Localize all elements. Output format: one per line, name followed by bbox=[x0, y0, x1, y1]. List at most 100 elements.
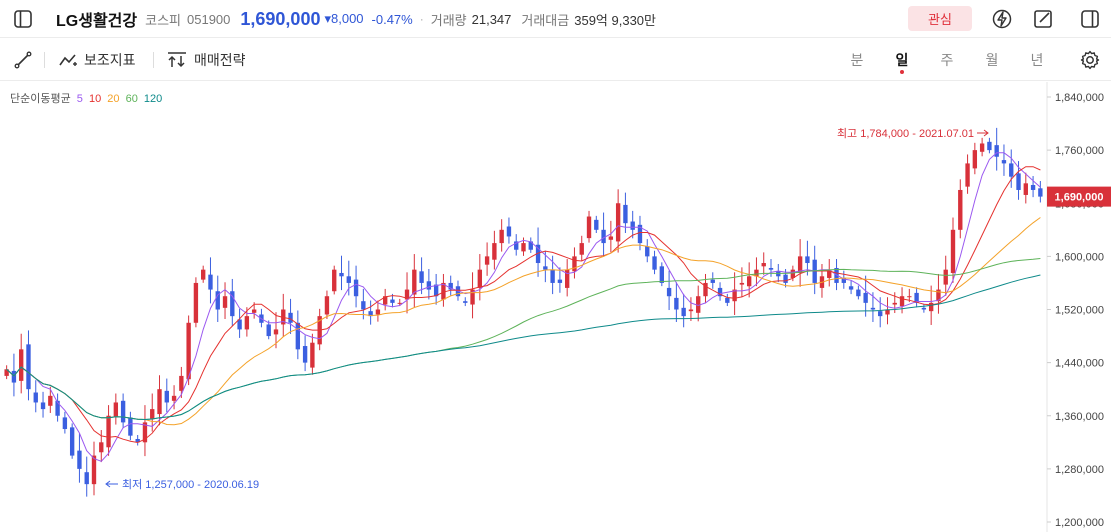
candle-body bbox=[1038, 188, 1043, 197]
candle bbox=[746, 262, 752, 298]
candle-body bbox=[528, 241, 533, 250]
candle-body bbox=[608, 236, 614, 240]
candle-body bbox=[601, 229, 606, 244]
stock-name: LG생활건강 bbox=[56, 13, 138, 30]
candle bbox=[652, 250, 657, 275]
price-chart[interactable]: 1,840,0001,760,0001,680,0001,600,0001,52… bbox=[0, 82, 1111, 532]
candle-body bbox=[979, 143, 985, 152]
candle-body bbox=[965, 163, 970, 187]
candle-body bbox=[484, 256, 490, 265]
candle bbox=[710, 272, 715, 289]
candle-body bbox=[99, 442, 104, 453]
ma-5-label[interactable]: 5 bbox=[76, 93, 83, 105]
trading-amount-label: 거래대금 bbox=[521, 12, 570, 28]
candle bbox=[91, 441, 97, 496]
candle bbox=[630, 210, 635, 239]
candle-body bbox=[324, 296, 330, 315]
candle bbox=[856, 285, 861, 300]
candle-body bbox=[681, 307, 686, 317]
candle-body bbox=[164, 390, 169, 403]
moving-average-layer bbox=[6, 152, 1041, 462]
candle-body bbox=[827, 269, 832, 278]
candle-body bbox=[557, 279, 563, 283]
candle bbox=[848, 280, 854, 295]
candle-body bbox=[710, 279, 715, 283]
strategy-button[interactable]: 매매전략 bbox=[166, 39, 246, 81]
candle bbox=[266, 320, 271, 340]
candle bbox=[106, 405, 111, 456]
candle-body bbox=[492, 243, 497, 260]
candle bbox=[528, 237, 533, 253]
period-month[interactable]: 월 bbox=[985, 52, 999, 68]
candle-body bbox=[950, 229, 956, 273]
lightning-icon[interactable] bbox=[990, 7, 1014, 31]
low-annotation: 최저 1,257,000 - 2020.06.19 bbox=[105, 478, 259, 491]
current-price-box bbox=[1047, 186, 1111, 207]
candle-body bbox=[841, 277, 846, 283]
sidebar-toggle-icon[interactable] bbox=[11, 7, 35, 31]
candle-body bbox=[703, 282, 708, 297]
candle bbox=[120, 393, 126, 429]
period-day[interactable]: 일 bbox=[887, 39, 917, 81]
candle bbox=[273, 312, 279, 349]
settings-gear-icon[interactable] bbox=[1078, 48, 1102, 72]
y-tick-label: 1,520,000 bbox=[1055, 305, 1104, 317]
candle bbox=[761, 252, 766, 275]
candle-body bbox=[564, 269, 570, 288]
candle-body bbox=[907, 296, 912, 298]
edit-icon[interactable] bbox=[1031, 7, 1055, 31]
ma-60-label[interactable]: 60 bbox=[125, 93, 138, 105]
ma-10-label[interactable]: 10 bbox=[88, 93, 102, 105]
candle bbox=[19, 333, 24, 394]
candle-body bbox=[943, 269, 948, 285]
candle-body bbox=[106, 415, 111, 448]
candle bbox=[623, 192, 628, 233]
candle bbox=[390, 293, 395, 308]
current-price-marker: 1,690,000 bbox=[1047, 186, 1111, 207]
candle-body bbox=[295, 322, 301, 350]
candle bbox=[936, 273, 941, 314]
candle bbox=[128, 411, 133, 441]
y-tick-label: 1,760,000 bbox=[1055, 145, 1104, 157]
period-minute[interactable]: 분 bbox=[850, 52, 864, 68]
market-label: 코스피 bbox=[145, 12, 181, 28]
candle bbox=[186, 315, 191, 386]
candle bbox=[863, 275, 868, 317]
candle-body bbox=[397, 302, 402, 304]
candle-body bbox=[179, 375, 184, 391]
candle bbox=[368, 300, 373, 325]
candle bbox=[4, 365, 9, 380]
candle-body bbox=[353, 279, 359, 297]
candle bbox=[1023, 172, 1028, 204]
candle-body bbox=[797, 256, 803, 273]
ma-20-label[interactable]: 20 bbox=[107, 93, 120, 105]
panel-toggle-icon[interactable] bbox=[1078, 7, 1102, 31]
favorite-button[interactable]: 관심 bbox=[908, 6, 972, 31]
indicator-button[interactable]: 보조지표 bbox=[58, 39, 136, 81]
candle bbox=[499, 219, 504, 252]
period-week[interactable]: 주 bbox=[940, 52, 954, 68]
candle bbox=[579, 235, 584, 261]
candle bbox=[1009, 149, 1014, 188]
candle bbox=[586, 210, 592, 243]
candle-body bbox=[19, 349, 24, 381]
candle-body bbox=[652, 256, 657, 270]
candle-body bbox=[1023, 183, 1028, 195]
candle bbox=[754, 257, 759, 287]
candle-body bbox=[171, 395, 177, 401]
ma-legend-title: 단순이동평균 bbox=[10, 93, 71, 105]
candle-body bbox=[645, 246, 650, 257]
candle bbox=[383, 288, 388, 311]
candle bbox=[725, 293, 730, 307]
candle bbox=[608, 220, 614, 253]
volume-label: 거래량 bbox=[430, 12, 467, 28]
ma-120-label[interactable]: 120 bbox=[143, 93, 163, 105]
candle bbox=[535, 227, 541, 277]
draw-line-icon[interactable] bbox=[11, 48, 35, 72]
strategy-label: 매매전략 bbox=[194, 52, 246, 68]
candle-body bbox=[412, 269, 417, 295]
separator-dot: · bbox=[419, 12, 424, 26]
period-year[interactable]: 년 bbox=[1030, 52, 1044, 68]
candle-body bbox=[856, 289, 861, 297]
candle-body bbox=[790, 269, 796, 278]
